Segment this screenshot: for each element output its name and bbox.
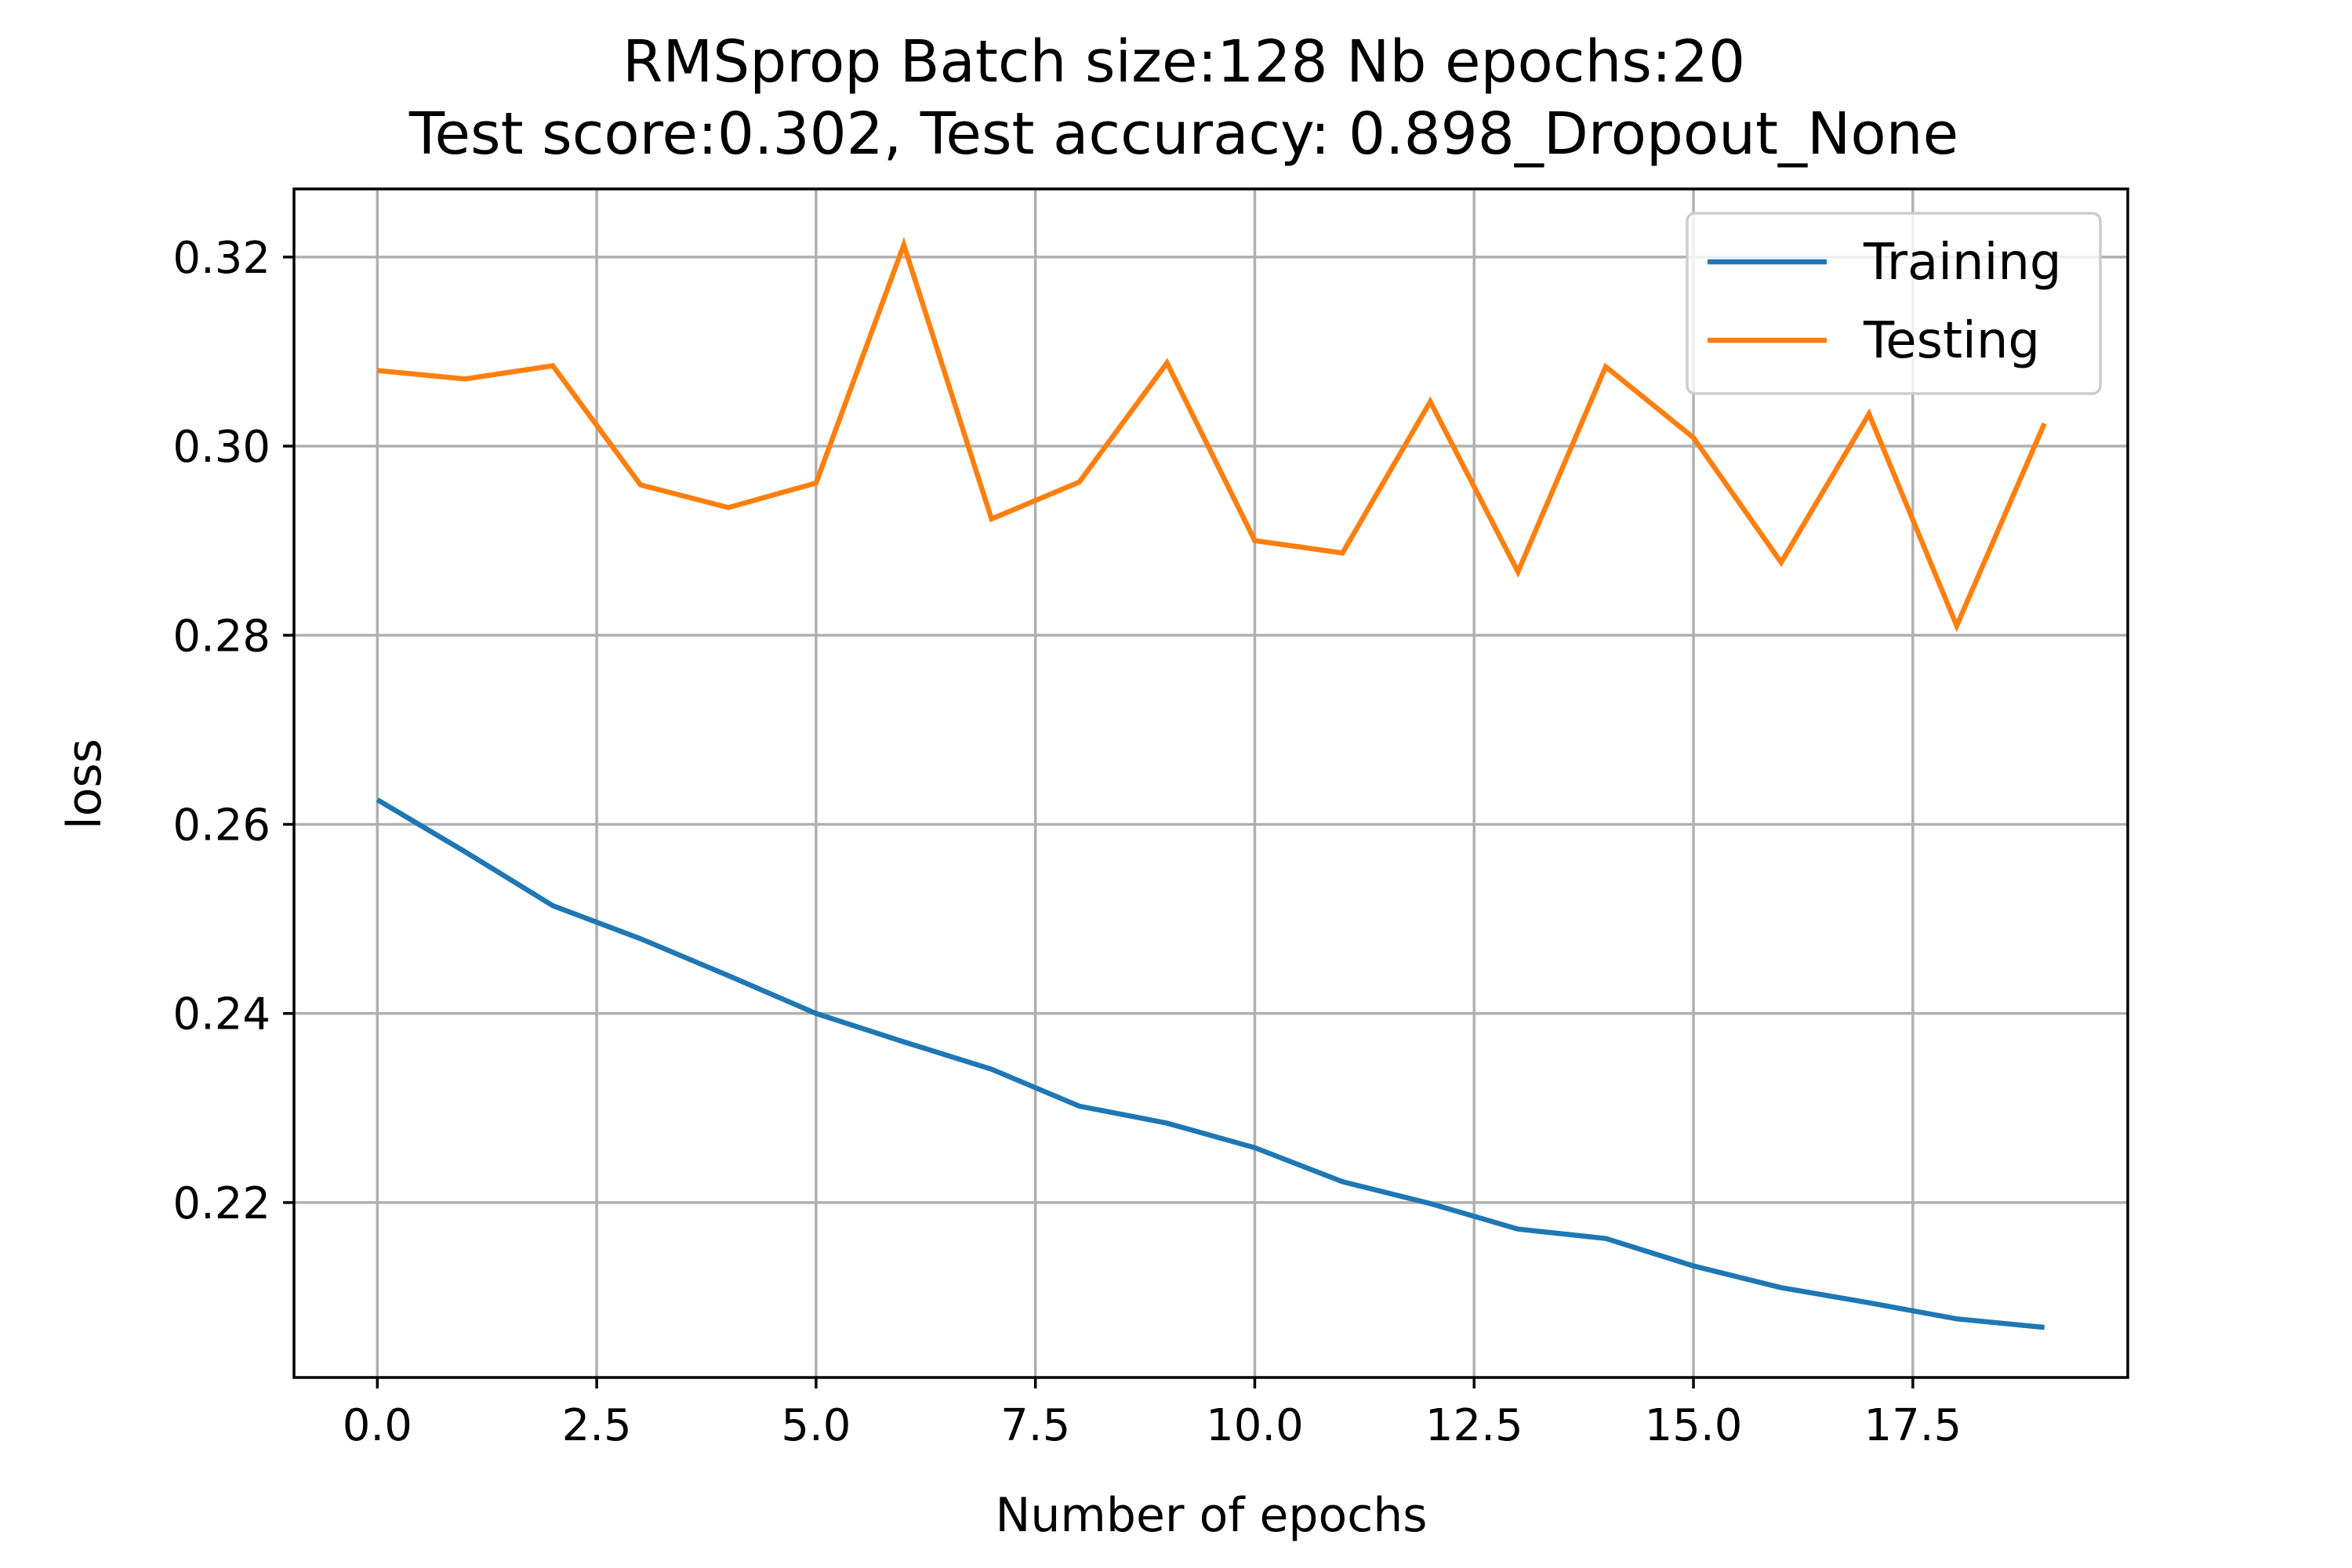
series-line-training: [376, 797, 2045, 1330]
y-axis-label: loss: [57, 739, 112, 829]
y-tick-label: 0.30: [172, 422, 270, 473]
x-tick-label: 5.0: [781, 1400, 851, 1451]
x-axis-label: Number of epochs: [996, 1488, 1428, 1543]
x-tick-label: 12.5: [1425, 1400, 1523, 1451]
legend-label-testing: Testing: [1863, 312, 2040, 370]
legend-label-training: Training: [1863, 234, 2062, 292]
chart-title-line1: RMSprop Batch size:128 Nb epochs:20: [622, 28, 1745, 96]
x-tick-label: 15.0: [1645, 1400, 1743, 1451]
legend-box: [1686, 212, 2102, 395]
x-tick-label: 17.5: [1864, 1400, 1962, 1451]
axis-ticks: 0.0 2.5 5.0 7.5 10.0 12.5 15.0 17.5 0.22 0.24 0.26…: [172, 233, 1962, 1451]
x-tick-label: 2.5: [562, 1400, 632, 1451]
chart-title-line2: Test score:0.302, Test accuracy: 0.898_D…: [408, 100, 1958, 168]
x-tick-label: 0.0: [343, 1400, 412, 1451]
legend: Training Testing: [1686, 212, 2102, 395]
y-tick-label: 0.24: [172, 989, 270, 1040]
y-tick-label: 0.26: [172, 800, 270, 851]
series-lines: [376, 237, 2047, 1330]
series-line-testing: [376, 237, 2047, 633]
x-tick-label: 7.5: [1000, 1400, 1070, 1451]
x-tick-label: 10.0: [1206, 1400, 1304, 1451]
y-tick-label: 0.28: [172, 611, 270, 662]
y-tick-label: 0.22: [172, 1178, 270, 1229]
y-tick-label: 0.32: [172, 233, 270, 284]
plot-frame: [292, 187, 2129, 1379]
